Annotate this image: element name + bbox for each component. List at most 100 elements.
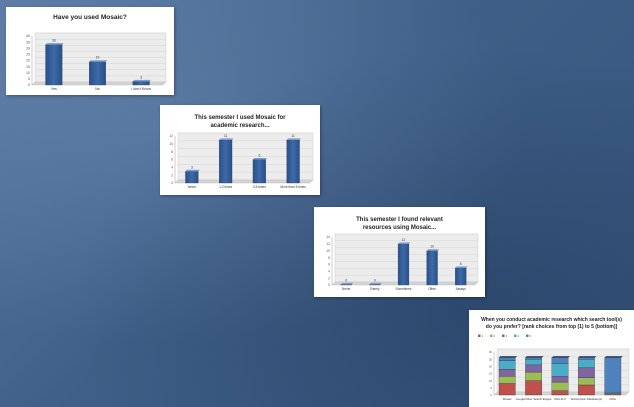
chart2-data-label: 5 xyxy=(460,262,462,266)
chart1-bar xyxy=(286,139,300,184)
chart0-category-label: I don't Know xyxy=(131,87,151,91)
chart3-bar-segment xyxy=(525,357,542,360)
chart3-legend-label: 3 xyxy=(506,334,508,338)
chart1-y-tick-label: 6 xyxy=(171,158,173,162)
chart-preferred-search-tools: When you conduct academic research which… xyxy=(469,310,634,407)
chart0-y-tick-label: 5 xyxy=(28,77,30,81)
chart1-data-label: 3 xyxy=(191,165,193,169)
chart3-category-label: Subscription Database(s) xyxy=(571,397,602,401)
chart3-legend-swatch xyxy=(526,334,529,337)
chart0-bar-top xyxy=(132,79,151,82)
chart2-category-label: Never xyxy=(342,287,351,291)
chart1-bar-top xyxy=(185,169,200,172)
chart2-category-label: Sometimes xyxy=(396,287,412,291)
chart0-y-tick-label: 20 xyxy=(26,59,30,63)
chart1-category-label: Never xyxy=(188,185,197,189)
chart3-bar-segment xyxy=(525,364,542,373)
chart3-bar-segment xyxy=(578,377,595,386)
chart2-title-line-0: This semester I found relevant xyxy=(356,217,443,223)
chart3-category-label: Google/Other Search Engine xyxy=(516,397,552,401)
chart3-bar-segment xyxy=(498,369,516,377)
chart3-legend-swatch xyxy=(478,334,481,337)
chart2-bar-top xyxy=(398,242,411,244)
chart1-y-tick-label: 2 xyxy=(171,173,173,177)
chart0-y-tick-label: 0 xyxy=(28,83,30,87)
chart-used-for-research: This semester I used Mosaic for academic … xyxy=(160,105,320,195)
chart3-bar-segment xyxy=(578,359,595,368)
chart3-title-line-0: When you conduct academic research which… xyxy=(481,317,622,323)
chart2-y-tick-label: 0 xyxy=(328,283,330,287)
chart-found-resources: This semester I found relevant resources … xyxy=(314,207,485,297)
chart2-bar xyxy=(340,284,352,286)
chart1-bar-top xyxy=(286,138,302,140)
chart2-y-tick-label: 6 xyxy=(328,263,330,267)
chart3-category-label: Other xyxy=(609,397,616,401)
chart2-title-line-1: resources using Mosaic... xyxy=(363,225,437,231)
chart3-bar-top xyxy=(604,356,623,358)
chart2-bar xyxy=(397,243,410,286)
chart-used-mosaic: Have you used Mosaic? 0 5 10 15 20 25 30 35 40 Yes… xyxy=(6,7,174,95)
chart0-y-tick-label: 40 xyxy=(26,34,30,38)
chart3-bar-segment xyxy=(525,380,542,396)
chart3-y-tick-label: 5 xyxy=(490,386,492,390)
chart0-y-tick-label: 25 xyxy=(26,53,30,57)
chart0-title-line-0: Have you used Mosaic? xyxy=(53,14,127,21)
chart1-category-label: 3-5 times xyxy=(253,185,267,189)
chart3-bar-segment xyxy=(604,357,622,393)
chart3-legend-swatch xyxy=(490,334,493,337)
chart3-bar-segment xyxy=(551,363,569,377)
chart3-category-label: WILLIS II xyxy=(554,397,566,401)
chart2-bar-top xyxy=(369,282,382,285)
chart2-bar xyxy=(369,284,381,286)
chart2-category-label: Often xyxy=(428,287,436,291)
chart3-legend-label: 1 xyxy=(482,334,484,338)
chart1-y-tick-label: 4 xyxy=(171,166,173,170)
chart0-y-tick-label: 10 xyxy=(26,71,30,75)
chart2-data-label: 0 xyxy=(345,278,347,282)
chart3-bar-segment xyxy=(498,376,516,384)
chart1-y-tick-label: 8 xyxy=(171,150,173,154)
chart0-bar xyxy=(132,81,150,86)
chart0-y-tick-label: 15 xyxy=(26,65,30,69)
chart0-data-label: 19 xyxy=(96,56,100,60)
chart2-y-tick-label: 12 xyxy=(326,242,330,246)
chart1-data-label: 11 xyxy=(291,134,295,138)
chart-found-resources-svg: This semester I found relevant resources … xyxy=(326,217,479,291)
chart3-bar-top xyxy=(551,356,571,358)
chart2-y-tick-label: 8 xyxy=(328,256,330,260)
chart3-title-line-1: do you prefer? [rank choices from top (1… xyxy=(486,324,618,330)
chart1-title-line-0: This semester I used Mosaic for xyxy=(194,115,286,121)
chart3-bar-segment xyxy=(525,359,542,366)
chart0-category-label: Yes xyxy=(51,87,57,91)
chart2-category-label: Always xyxy=(456,287,467,291)
chart-used-mosaic-svg: Have you used Mosaic? 0 5 10 15 20 25 30 35 40 Yes… xyxy=(26,14,167,91)
chart2-bar xyxy=(455,267,467,286)
chart3-y-tick-label: 20 xyxy=(489,365,493,369)
chart3-bar-segment xyxy=(578,367,595,378)
chart2-y-tick-label: 2 xyxy=(328,276,330,280)
chart-preferred-search-tools-svg: When you conduct academic research which… xyxy=(478,317,630,401)
chart3-bar-segment xyxy=(525,371,542,381)
chart3-bar-top xyxy=(577,356,597,358)
chart3-y-tick-label: 10 xyxy=(489,379,493,383)
chart0-y-tick-label: 30 xyxy=(26,46,30,50)
chart1-category-label: More than 5 times xyxy=(280,185,306,189)
chart0-y-tick-label: 35 xyxy=(26,40,30,44)
chart0-data-label: 3 xyxy=(140,75,142,79)
chart2-data-label: 10 xyxy=(430,245,434,249)
chart1-bar xyxy=(185,171,199,184)
chart3-legend-label: 5 xyxy=(530,334,532,338)
chart3-bar-top xyxy=(525,356,544,358)
chart1-data-label: 11 xyxy=(224,134,228,138)
chart3-bar-segment xyxy=(551,390,569,396)
chart3-y-tick-label: 30 xyxy=(489,350,493,354)
chart3-legend-label: 2 xyxy=(494,334,496,338)
chart1-y-tick-label: 10 xyxy=(169,142,173,146)
chart0-bar xyxy=(89,61,106,86)
chart3-legend-swatch xyxy=(502,334,505,337)
chart3-bar-segment xyxy=(498,383,516,396)
chart2-category-label: Rarely xyxy=(370,287,380,291)
chart3-bar-segment xyxy=(604,393,622,396)
chart1-bar-top xyxy=(219,138,234,140)
chart0-bar xyxy=(45,44,63,86)
